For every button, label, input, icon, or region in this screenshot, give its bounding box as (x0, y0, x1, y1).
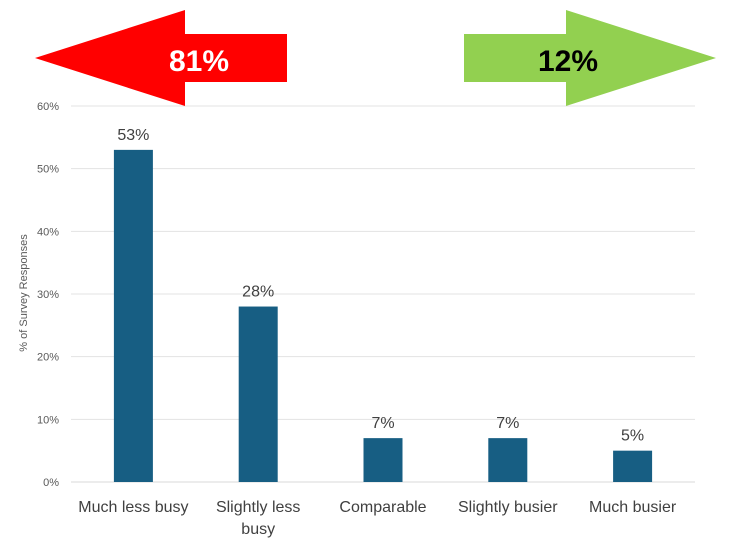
left-arrow-icon (35, 10, 287, 106)
right-arrow-label: 12% (538, 45, 598, 78)
bar (113, 149, 153, 482)
right-arrow-icon (464, 10, 716, 106)
data-label: 7% (371, 415, 394, 432)
gridlines (71, 105, 695, 483)
y-tick-label: 40% (37, 226, 59, 238)
bar (488, 438, 528, 482)
x-tick-label: Much busier (589, 499, 677, 516)
x-tick-label: Slightly busier (458, 499, 558, 516)
x-tick-label: Comparable (339, 499, 426, 516)
data-label: 28% (242, 284, 274, 301)
left-arrow-label: 81% (169, 45, 229, 78)
y-tick-label: 30% (37, 289, 59, 301)
bars (113, 149, 653, 482)
left-arrow-annotation: 81% (35, 10, 287, 106)
bar (238, 306, 278, 482)
x-tick-label: Slightly less busy (216, 499, 300, 538)
y-axis: 0% 10% 20% 30% 40% 50% 60% (37, 101, 59, 489)
data-label: 53% (117, 127, 149, 144)
x-tick-label: Much less busy (78, 499, 188, 516)
x-axis: Much less busy Slightly less busy Comparabl… (78, 499, 677, 538)
y-tick-label: 60% (37, 101, 59, 113)
bar (363, 438, 403, 482)
y-tick-label: 20% (37, 352, 59, 364)
right-arrow-annotation: 12% (464, 10, 716, 106)
y-tick-label: 10% (37, 414, 59, 426)
y-tick-label: 50% (37, 164, 59, 176)
data-label: 7% (496, 415, 519, 432)
data-label: 5% (621, 428, 644, 445)
data-labels: 53% 28% 7% 7% 5% (117, 127, 644, 445)
y-axis-label: % of Survey Responses (18, 234, 30, 352)
bar (613, 450, 653, 482)
y-tick-label: 0% (43, 477, 59, 489)
